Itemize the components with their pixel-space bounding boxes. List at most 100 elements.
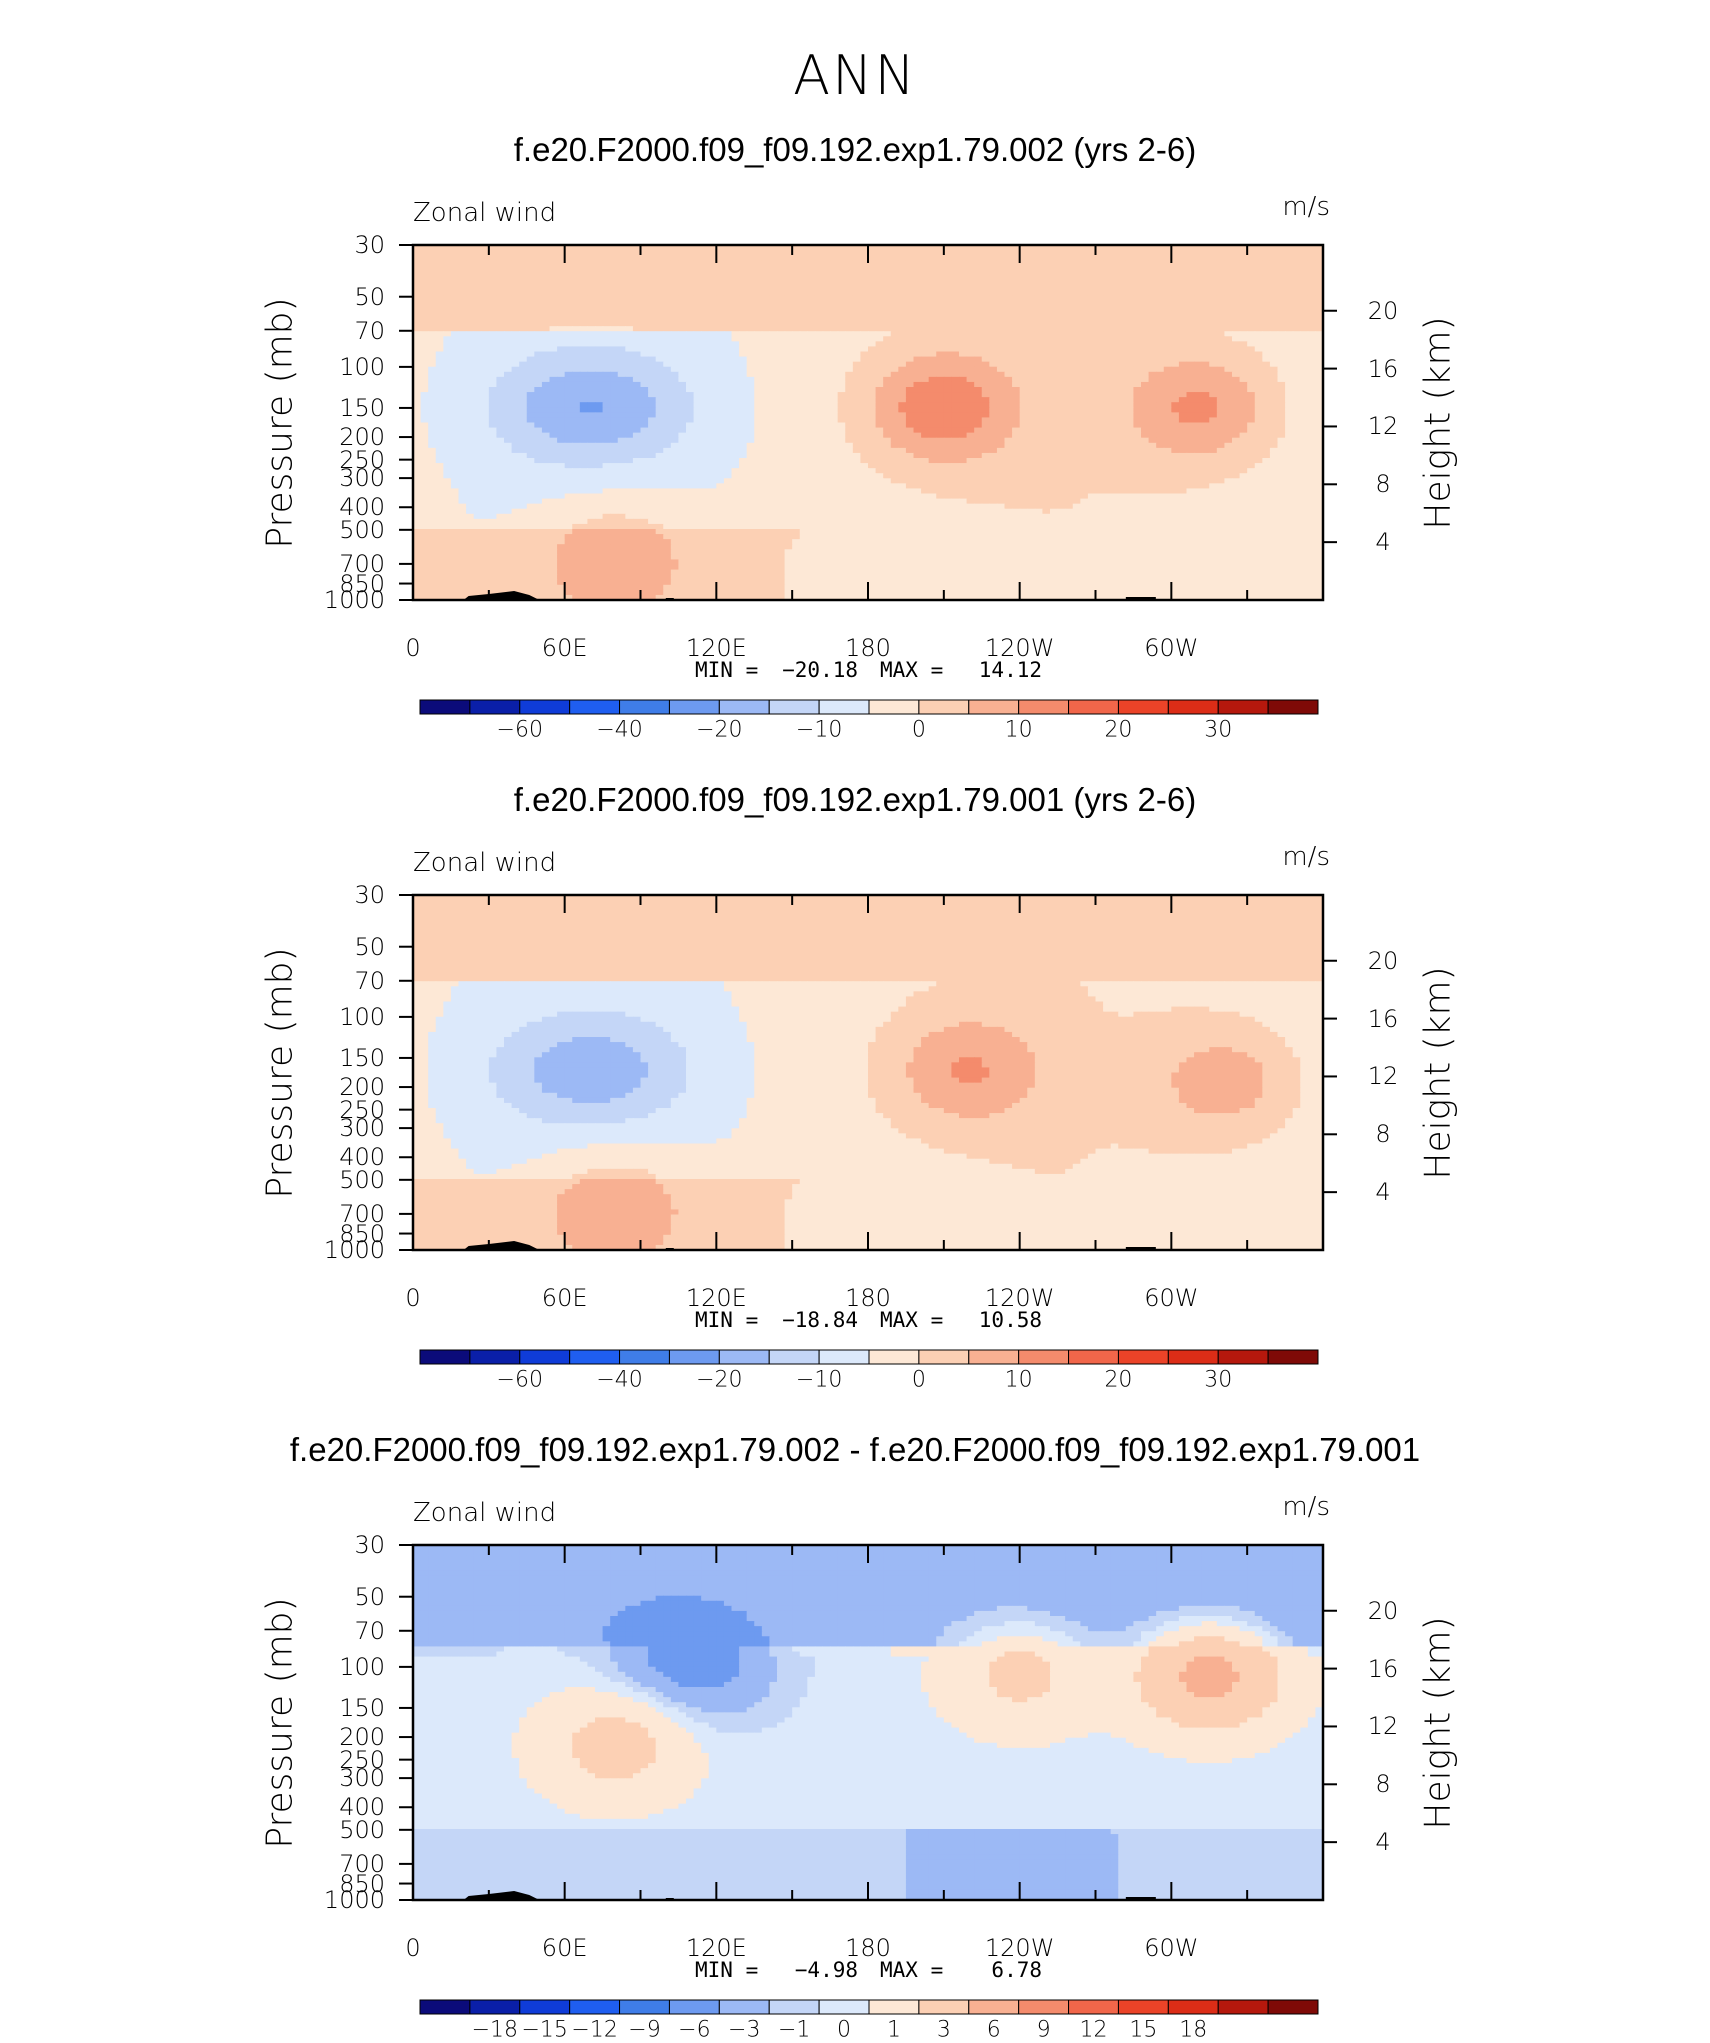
contour-cell (1187, 402, 1195, 408)
contour-cell (891, 281, 899, 287)
contour-cell (534, 407, 542, 413)
contour-cell (474, 382, 482, 388)
contour-cell (671, 331, 679, 337)
contour-cell (534, 250, 542, 256)
contour-cell (534, 417, 542, 423)
contour-cell (1262, 316, 1270, 322)
contour-cell (762, 357, 770, 363)
contour-cell (1270, 417, 1278, 423)
contour-cell (1194, 286, 1202, 292)
contour-cell (641, 423, 649, 429)
contour-cell (610, 382, 618, 388)
contour-cell (542, 397, 550, 403)
contour-cell (830, 367, 838, 373)
contour-cell (519, 438, 527, 444)
contour-cell (678, 321, 686, 327)
contour-cell (906, 255, 914, 261)
contour-cell (1179, 331, 1187, 337)
contour-cell (845, 377, 853, 383)
contour-cell (853, 352, 861, 358)
contour-cell (959, 291, 967, 297)
contour-cell (1141, 311, 1149, 317)
contour-cell (716, 331, 724, 337)
contour-cell (807, 250, 815, 256)
contour-cell (929, 443, 937, 449)
contour-cell (967, 377, 975, 383)
contour-cell (1020, 270, 1028, 276)
contour-cell (587, 407, 595, 413)
contour-cell (1126, 260, 1134, 266)
contour-cell (898, 382, 906, 388)
contour-cell (1179, 250, 1187, 256)
contour-cell (732, 433, 740, 439)
contour-cell (845, 382, 853, 388)
contour-cell (565, 423, 573, 429)
contour-cell (1232, 311, 1240, 317)
contour-cell (1293, 281, 1301, 287)
contour-cell (921, 443, 929, 449)
contour-cell (982, 443, 990, 449)
contour-cell (443, 387, 451, 393)
contour-cell (1058, 392, 1066, 398)
contour-cell (921, 326, 929, 332)
contour-cell (459, 392, 467, 398)
contour-cell (1164, 281, 1172, 287)
contour-cell (527, 397, 535, 403)
contour-cell (534, 428, 542, 434)
contour-cell (739, 331, 747, 337)
contour-cell (686, 423, 694, 429)
contour-cell (959, 331, 967, 337)
contour-cell (762, 311, 770, 317)
contour-cell (1042, 357, 1050, 363)
contour-cell (830, 336, 838, 342)
contour-cell (777, 301, 785, 307)
contour-cell (686, 286, 694, 292)
contour-cell (1270, 387, 1278, 393)
contour-cell (959, 311, 967, 317)
contour-cell (542, 357, 550, 363)
contour-cell (891, 250, 899, 256)
contour-cell (1270, 270, 1278, 276)
contour-cell (595, 286, 603, 292)
contour-cell (1202, 423, 1210, 429)
contour-cell (421, 433, 429, 439)
contour-cell (754, 260, 762, 266)
contour-cell (1224, 316, 1232, 322)
contour-cell (1020, 281, 1028, 287)
contour-cell (951, 296, 959, 302)
contour-cell (1065, 392, 1073, 398)
contour-cell (557, 336, 565, 342)
contour-cell (868, 428, 876, 434)
contour-cell (1065, 428, 1073, 434)
contour-cell (785, 367, 793, 373)
contour-cell (807, 260, 815, 266)
contour-cell (625, 326, 633, 332)
contour-cell (747, 352, 755, 358)
contour-cell (1080, 352, 1088, 358)
contour-cell (1255, 362, 1263, 368)
contour-cell (1005, 417, 1013, 423)
contour-cell (1278, 377, 1286, 383)
contour-cell (1179, 428, 1187, 434)
contour-cell (1164, 392, 1172, 398)
contour-cell (1005, 311, 1013, 317)
contour-cell (898, 387, 906, 393)
contour-cell (1050, 316, 1058, 322)
contour-cell (580, 423, 588, 429)
contour-cell (474, 357, 482, 363)
contour-cell (678, 402, 686, 408)
contour-cell (572, 423, 580, 429)
contour-cell (550, 270, 558, 276)
contour-cell (1149, 438, 1157, 444)
contour-cell (1202, 260, 1210, 266)
contour-cell (1020, 428, 1028, 434)
contour-cell (1050, 392, 1058, 398)
contour-cell (1171, 321, 1179, 327)
contour-cell (1050, 387, 1058, 393)
contour-cell (716, 397, 724, 403)
contour-cell (800, 423, 808, 429)
contour-cell (876, 321, 884, 327)
contour-cell (1300, 392, 1308, 398)
contour-cell (489, 265, 497, 271)
contour-cell (1270, 377, 1278, 383)
